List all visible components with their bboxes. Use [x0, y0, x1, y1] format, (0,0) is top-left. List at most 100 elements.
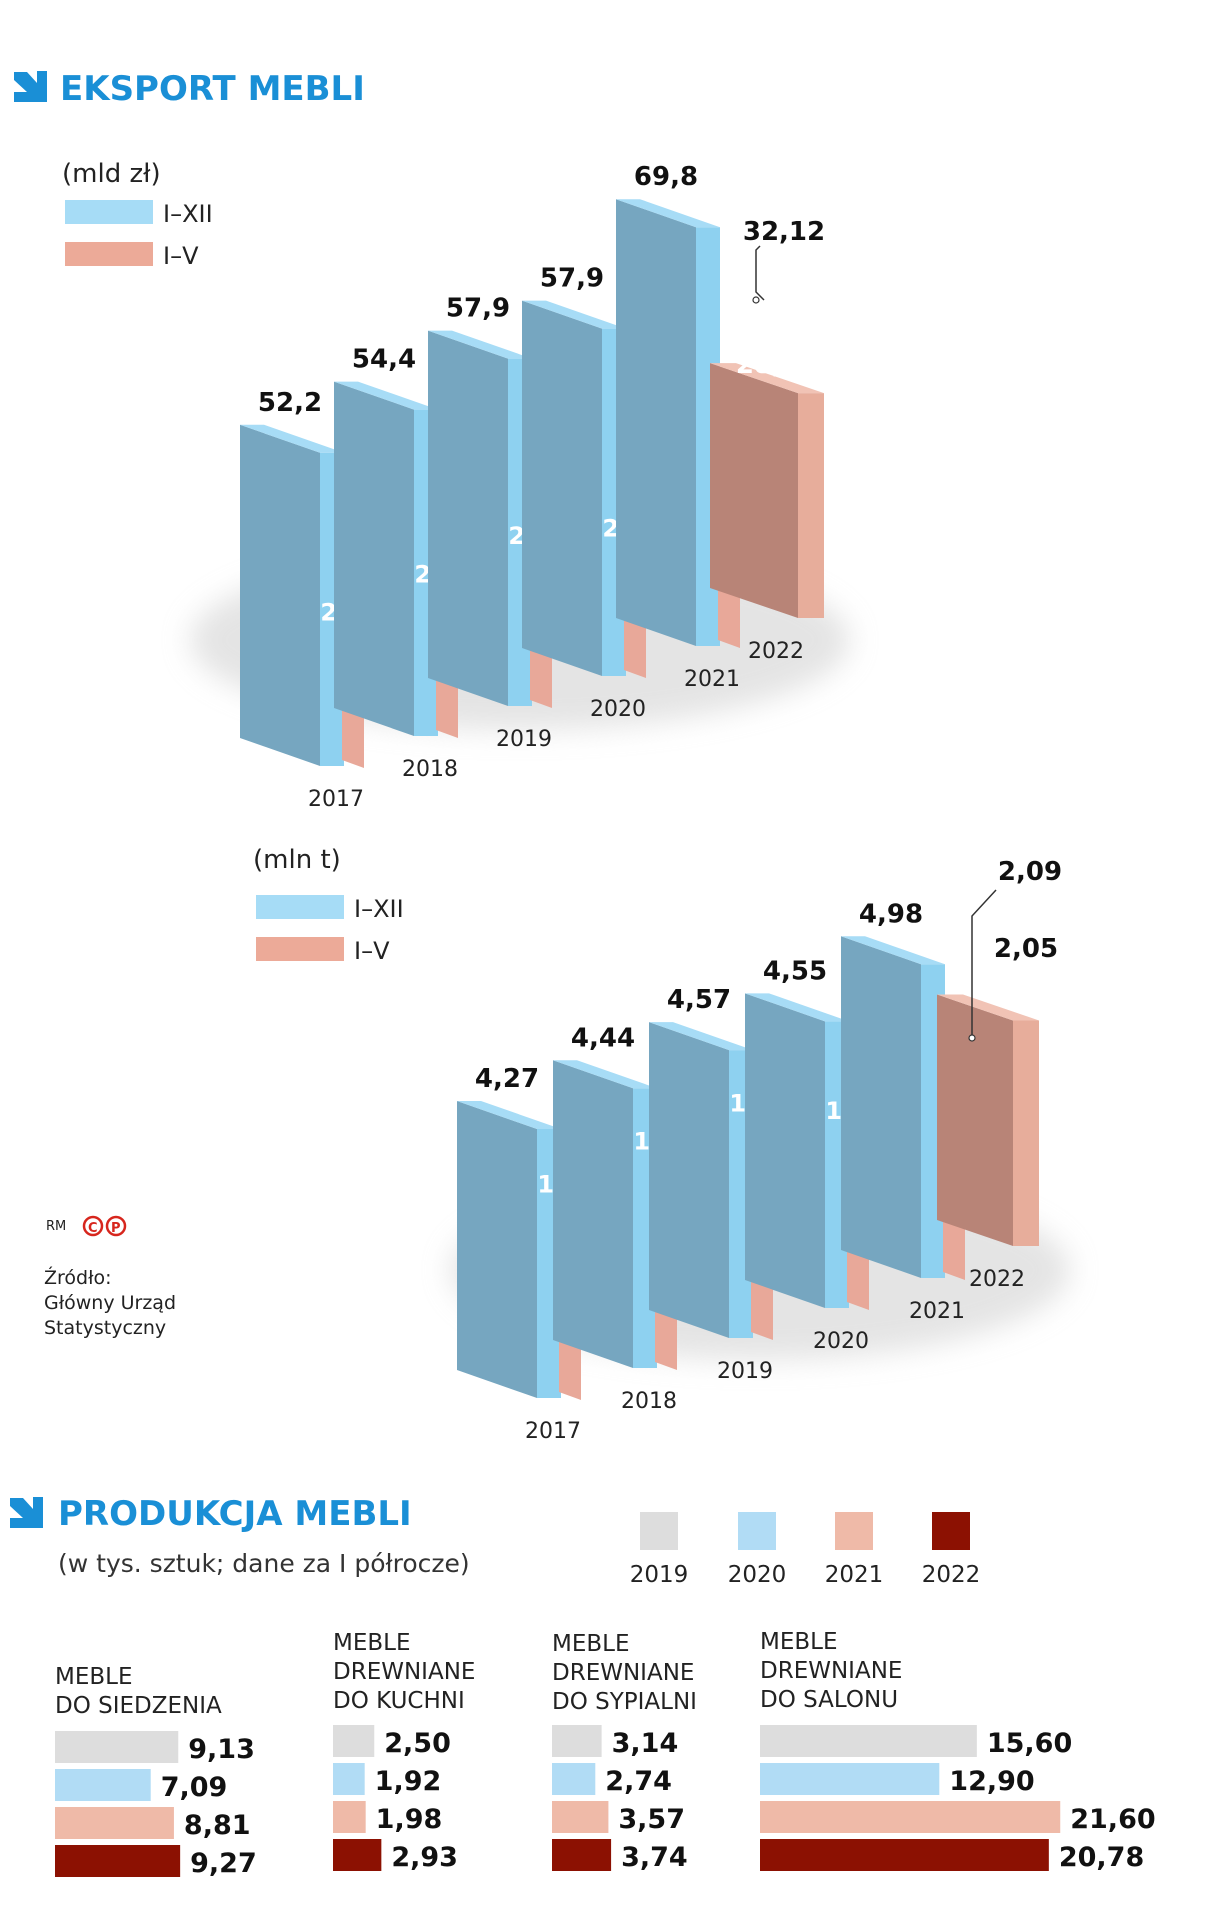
legend-swatch-full-year-2 [256, 895, 344, 919]
export-title-group: EKSPORT MEBLI [14, 69, 365, 109]
jan-may-bar-2022 [710, 363, 824, 618]
full-year-bar-2018 [553, 1060, 657, 1368]
legend-label-full-year-2: I–XII [354, 895, 404, 923]
leader-dot-2022 [752, 296, 760, 304]
leader-dot-2021 [968, 1034, 976, 1042]
group-3-bar-2022 [552, 1839, 612, 1871]
full-year-value-2021: 69,8 [634, 162, 698, 192]
year-label-2019: 2019 [630, 1562, 689, 1588]
full-year-bar-2018-front [553, 1060, 633, 1368]
full-year-bar-2017 [457, 1100, 561, 1398]
full-year-bar-2017-front [240, 424, 320, 766]
group-4-bar-2020 [760, 1763, 940, 1795]
full-year-bar-2018-front [334, 381, 414, 736]
group-4-value-2020: 12,90 [949, 1766, 1034, 1797]
jan-may-bar-2022-side [1013, 1020, 1039, 1246]
full-year-bar-2017-front [457, 1100, 537, 1398]
chart1-unit-label: (mld zł) [62, 159, 161, 189]
full-year-bar-2017-top [457, 1100, 561, 1129]
group-2-title-line-3: DO KUCHNI [333, 1688, 465, 1714]
full-year-bar-2021-top [616, 199, 720, 228]
year-swatch-2019 [640, 1512, 678, 1550]
full-year-value-2019: 4,57 [667, 985, 731, 1015]
full-year-value-2020: 4,55 [763, 956, 827, 986]
year-label-2022: 2022 [922, 1562, 981, 1588]
year-swatch-2022 [932, 1512, 970, 1550]
production-title: PRODUKCJA MEBLI [58, 1494, 412, 1534]
leader-line-2022 [755, 245, 765, 301]
full-year-bar-2020-top [745, 993, 849, 1022]
group-2-title-line-2: DREWNIANE [333, 1659, 475, 1685]
full-year-bar-2021 [616, 199, 720, 646]
arrow-down-right-icon [10, 1497, 43, 1528]
full-year-bar-2019 [649, 1022, 753, 1338]
leader-line-2021 [971, 889, 997, 1036]
group-1-value-2020: 7,09 [161, 1772, 228, 1803]
group-3-bar-2021 [552, 1801, 609, 1833]
group-2-value-2019: 2,50 [384, 1728, 451, 1759]
group-4-value-2022: 20,78 [1059, 1842, 1144, 1873]
year-label-2021: 2021 [684, 667, 740, 692]
author-initials: RM [46, 1219, 66, 1234]
full-year-bar-2020-front [745, 993, 825, 1308]
full-year-value-2017: 52,2 [258, 388, 322, 418]
jan-may-bar-2022 [937, 994, 1039, 1246]
jan-may-value-2022: 32,12 [743, 217, 825, 247]
group-2-bar-2020 [333, 1763, 365, 1795]
group-3-value-2020: 2,74 [605, 1766, 672, 1797]
group-1-value-2022: 9,27 [190, 1848, 257, 1879]
year-swatch-2020 [738, 1512, 776, 1550]
group-4-value-2021: 21,60 [1070, 1804, 1155, 1835]
legend-swatch-jan-may [65, 242, 153, 266]
export-value-chart: (mld zł) I–XII I–V 52,221,7201754,423,12… [62, 159, 825, 812]
production-group-2: MEBLE DREWNIANE DO KUCHNI 2,50 1,92 1,98 2,93 [333, 1630, 475, 1873]
copyright-letter: C [88, 1221, 98, 1236]
year-label-2017: 2017 [308, 787, 364, 812]
full-year-bar-2021-top [841, 936, 945, 965]
year-label-2018: 2018 [621, 1389, 677, 1414]
jan-may-bar-2022-side [798, 393, 824, 618]
group-3-bar-2020 [552, 1763, 596, 1795]
group-4-bar-2021 [760, 1801, 1061, 1833]
full-year-value-2019: 57,9 [446, 294, 510, 324]
group-2-title-line-1: MEBLE [333, 1630, 411, 1656]
jan-may-bar-2022-top [710, 363, 824, 394]
legend-swatch-full-year [65, 200, 153, 224]
full-year-bar-2021-front [616, 199, 696, 646]
legend-label-full-year: I–XII [163, 200, 213, 228]
group-1-value-2021: 8,81 [184, 1810, 251, 1841]
group-4-bar-2019 [760, 1725, 977, 1757]
year-label-2019: 2019 [496, 727, 552, 752]
full-year-value-2018: 4,44 [571, 1023, 635, 1053]
production-group-1: MEBLE DO SIEDZENIA 9,13 7,09 8,81 9,27 [55, 1664, 257, 1879]
production-title-group: PRODUKCJA MEBLI (w tys. sztuk; dane za I… [10, 1494, 470, 1578]
chart1-legend: I–XII I–V [65, 200, 213, 270]
group-2-bar-2021 [333, 1801, 366, 1833]
year-swatch-2021 [835, 1512, 873, 1550]
full-year-value-2018: 54,4 [352, 345, 416, 375]
full-year-bar-2018-top [553, 1060, 657, 1089]
group-3-value-2021: 3,57 [618, 1804, 685, 1835]
year-label-2021: 2021 [909, 1299, 965, 1324]
full-year-bar-2019-top [428, 330, 532, 359]
press-icon: P [105, 1215, 127, 1237]
production-subtitle: (w tys. sztuk; dane za I półrocze) [58, 1549, 470, 1578]
chart2-legend: I–XII I–V [256, 895, 404, 965]
group-1-bar-2020 [55, 1769, 151, 1801]
group-3-title-line-2: DREWNIANE [552, 1660, 694, 1686]
jan-may-value-2021: 28,0 [736, 350, 800, 380]
full-year-bar-2018-top [334, 381, 438, 410]
full-year-bar-2019 [428, 330, 532, 706]
production-group-3: MEBLE DREWNIANE DO SYPIALNI 3,14 2,74 3,57 3,7… [552, 1631, 697, 1873]
year-label-2021: 2021 [825, 1562, 884, 1588]
group-1-bar-2022 [55, 1845, 181, 1877]
arrow-down-right-icon [14, 71, 47, 102]
export-volume-chart: (mln t) I–XII I–V 4,271,7520174,441,8720… [253, 845, 1062, 1444]
group-3-bar-2019 [552, 1725, 602, 1757]
chart2-bars: 4,271,7520174,441,8720184,571,9520194,55… [457, 857, 1062, 1444]
full-year-bar-2019-front [428, 330, 508, 706]
group-2-value-2021: 1,98 [376, 1804, 443, 1835]
group-1-bar-2019 [55, 1731, 179, 1763]
legend-label-jan-may-2: I–V [354, 937, 390, 965]
